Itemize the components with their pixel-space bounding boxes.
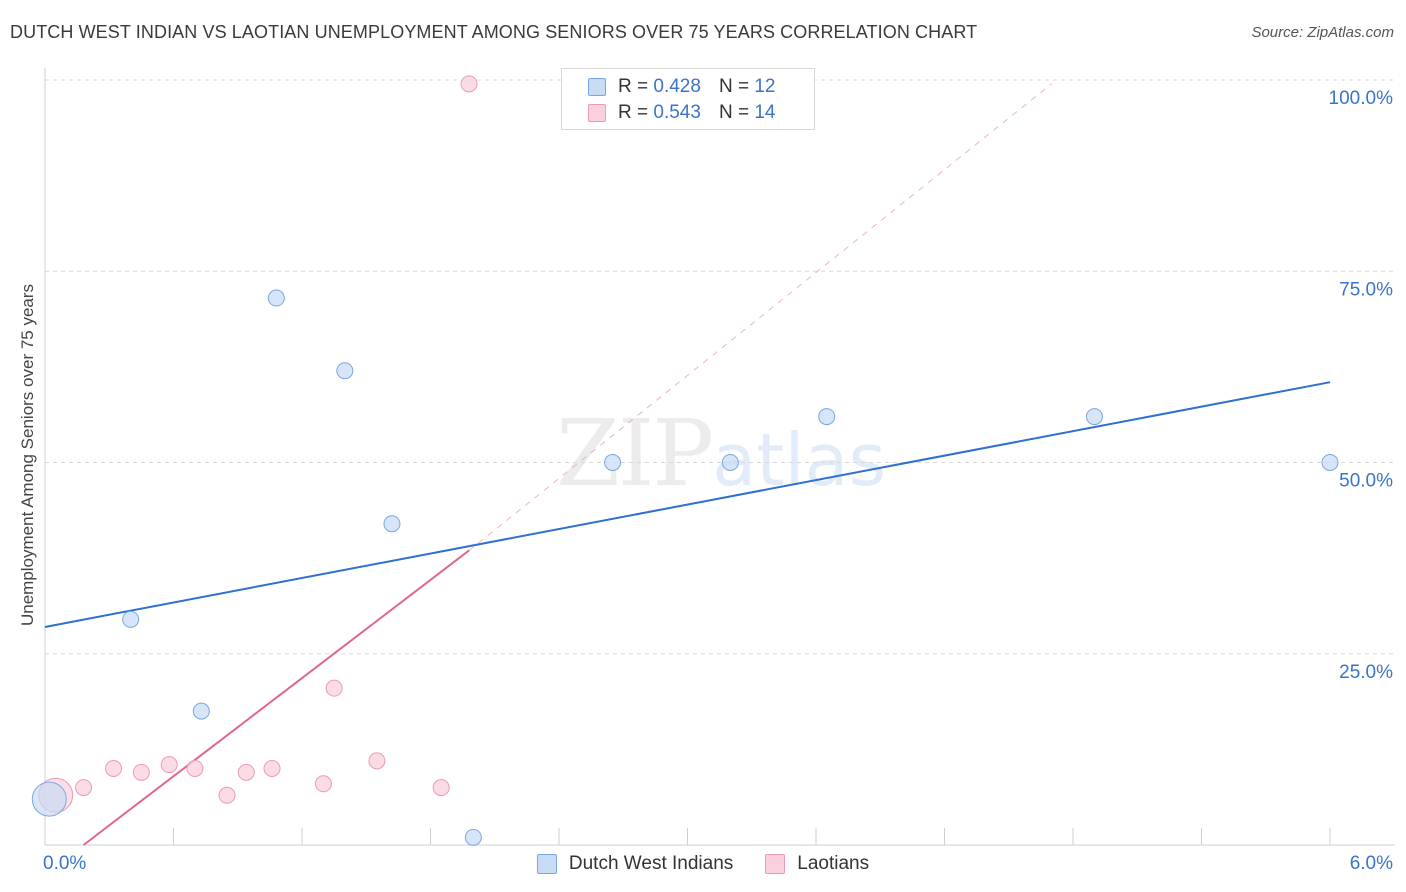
x-tick-label: 0.0% — [43, 853, 86, 874]
point-dutch-west-indians — [818, 408, 836, 426]
stats-row-laotians: R = 0.543 N = 14 — [588, 101, 775, 125]
point-laotians — [75, 779, 93, 797]
r-value: 0.543 — [653, 102, 701, 123]
point-laotians — [314, 775, 332, 793]
gridlines — [45, 79, 1395, 655]
n-label: N = — [718, 102, 750, 123]
watermark-zip: ZIP — [556, 400, 714, 507]
point-laotians — [263, 760, 281, 777]
legend-item-laotians: Laotians — [765, 853, 869, 875]
point-dutch-west-indians — [383, 515, 401, 533]
point-laotians — [218, 786, 236, 804]
stats-row-dutch-west-indians: R = 0.428 N = 12 — [588, 75, 775, 99]
source-credit: Source: ZipAtlas.com — [1251, 24, 1394, 41]
point-dutch-west-indians — [267, 289, 285, 307]
point-laotians — [186, 760, 204, 777]
point-dutch-west-indians — [1321, 454, 1339, 471]
trend-line-laotians-extension — [468, 83, 1052, 551]
point-dutch-west-indians — [464, 828, 482, 846]
point-dutch-west-indians — [336, 362, 354, 380]
point-dutch-west-indians — [31, 781, 67, 817]
legend-label: Dutch West Indians — [568, 853, 734, 874]
data-points — [31, 75, 1339, 846]
point-dutch-west-indians — [604, 454, 622, 471]
y-axis-label: Unemployment Among Seniors over 75 years — [18, 283, 37, 627]
y-tick-label: 100.0% — [1329, 88, 1394, 109]
legend-swatch-pink — [765, 854, 786, 874]
series-legend: Dutch West Indians Laotians — [0, 852, 1406, 876]
point-laotians — [132, 763, 150, 781]
chart-title: DUTCH WEST INDIAN VS LAOTIAN UNEMPLOYMEN… — [10, 22, 978, 42]
r-value: 0.428 — [653, 76, 701, 97]
stats-legend: R = 0.428 N = 12 R = 0.543 N = 14 — [561, 68, 815, 130]
point-laotians — [325, 679, 343, 697]
tick-labels: 25.0% 50.0% 75.0% 100.0% 0.0% 6.0% — [43, 88, 1393, 874]
x-tick-label: 6.0% — [1350, 853, 1393, 874]
point-dutch-west-indians — [192, 702, 210, 720]
r-label: R = — [618, 76, 649, 97]
point-laotians — [105, 760, 123, 777]
n-value: 12 — [754, 76, 776, 97]
point-dutch-west-indians — [122, 610, 140, 628]
y-tick-label: 50.0% — [1339, 471, 1393, 492]
point-laotians — [160, 756, 178, 774]
trend-lines — [44, 83, 1331, 846]
trend-line-laotians — [82, 549, 470, 846]
watermark-atlas: atlas — [712, 418, 887, 502]
watermark: ZIPatlas — [556, 400, 886, 507]
point-laotians — [237, 763, 255, 781]
legend-swatch-blue — [536, 854, 557, 874]
y-tick-label: 25.0% — [1339, 662, 1393, 683]
n-label: N = — [718, 76, 750, 97]
trend-line-dutch-west-indians — [44, 381, 1331, 628]
legend-swatch-pink — [588, 104, 606, 122]
point-laotians — [460, 75, 478, 93]
n-value: 14 — [754, 102, 776, 123]
legend-swatch-blue — [588, 78, 606, 96]
axes — [44, 68, 1395, 846]
point-laotians — [368, 752, 386, 770]
y-tick-label: 75.0% — [1339, 279, 1393, 300]
r-label: R = — [618, 102, 649, 123]
legend-label: Laotians — [797, 853, 870, 874]
point-dutch-west-indians — [1085, 408, 1103, 426]
legend-item-dutch-west-indians: Dutch West Indians — [536, 853, 734, 875]
point-dutch-west-indians — [721, 454, 739, 471]
point-laotians — [432, 779, 450, 797]
